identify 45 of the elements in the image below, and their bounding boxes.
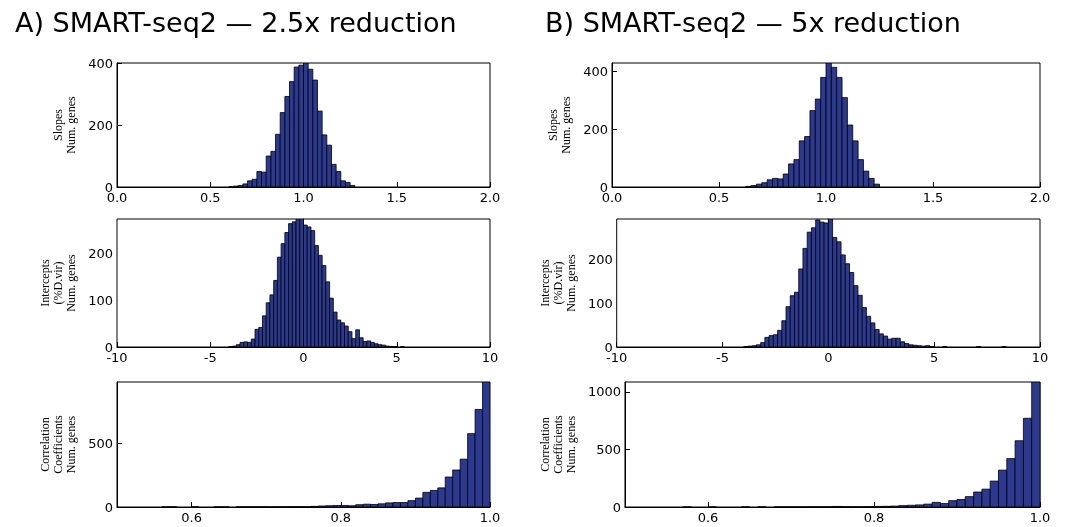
x-tick-label: 0 bbox=[824, 350, 833, 365]
x-tick-label: 1.0 bbox=[1029, 510, 1051, 525]
x-tick-label: 10 bbox=[1031, 350, 1049, 365]
x-tick-label: 1.0 bbox=[293, 190, 314, 205]
y-tick-label: 100 bbox=[587, 295, 613, 311]
x-tick-label: -5 bbox=[716, 350, 730, 365]
y-tick-label: 0 bbox=[612, 499, 621, 515]
x-tick-label: 0.8 bbox=[330, 510, 352, 525]
x-tick-label: 0.6 bbox=[697, 510, 719, 525]
y-axis-title: Slopes Num. genes bbox=[50, 96, 78, 154]
x-tick-label: 1.5 bbox=[922, 190, 944, 205]
chart-title: B) SMART-seq2 — 5x reduction bbox=[545, 7, 961, 38]
y-tick-label: 400 bbox=[583, 64, 608, 80]
x-tick-label: 2.0 bbox=[1029, 190, 1051, 205]
y-tick-label: 100 bbox=[88, 292, 113, 308]
x-tick-label: 0.5 bbox=[708, 190, 730, 205]
x-tick-label: 1.0 bbox=[479, 510, 501, 525]
y-tick-label: 200 bbox=[587, 251, 613, 267]
y-axis-title: Intercepts (%D.vir) Num. genes bbox=[37, 254, 78, 312]
y-axis-title: Slopes Num. genes bbox=[545, 96, 573, 154]
y-axis-title: Intercepts (%D.vir) Num. genes bbox=[537, 254, 578, 312]
x-tick-label: 1.5 bbox=[386, 190, 408, 205]
y-tick-label: 1000 bbox=[587, 384, 621, 400]
chart-title: A) SMART-seq2 — 2.5x reduction bbox=[15, 7, 457, 38]
x-tick-label: 0.6 bbox=[181, 510, 202, 525]
x-tick-label: 0 bbox=[299, 350, 308, 365]
x-tick-label: 5 bbox=[392, 350, 401, 365]
x-tick-label: 0.5 bbox=[199, 190, 221, 205]
y-axis-title: Correlation Coefficients Num. genes bbox=[37, 414, 78, 474]
x-tick-label: 0.8 bbox=[863, 510, 885, 525]
x-tick-label: -5 bbox=[203, 350, 217, 365]
x-tick-label: 10 bbox=[481, 350, 499, 365]
x-tick-label: 1.0 bbox=[815, 190, 837, 205]
x-tick-label: 2.0 bbox=[479, 190, 501, 205]
y-tick-label: 500 bbox=[88, 435, 113, 451]
y-tick-label: 0 bbox=[104, 499, 113, 515]
y-tick-label: 200 bbox=[88, 117, 113, 133]
y-tick-label: 200 bbox=[88, 246, 113, 262]
x-tick-label: 5 bbox=[930, 350, 939, 365]
y-tick-label: 500 bbox=[596, 441, 621, 457]
y-tick-label: 400 bbox=[88, 55, 113, 71]
y-tick-label: 200 bbox=[583, 121, 608, 137]
x-tick-label: 0.0 bbox=[601, 190, 623, 205]
y-axis-title: Correlation Coefficients Num. genes bbox=[537, 414, 578, 474]
x-tick-label: 0.0 bbox=[106, 190, 128, 205]
